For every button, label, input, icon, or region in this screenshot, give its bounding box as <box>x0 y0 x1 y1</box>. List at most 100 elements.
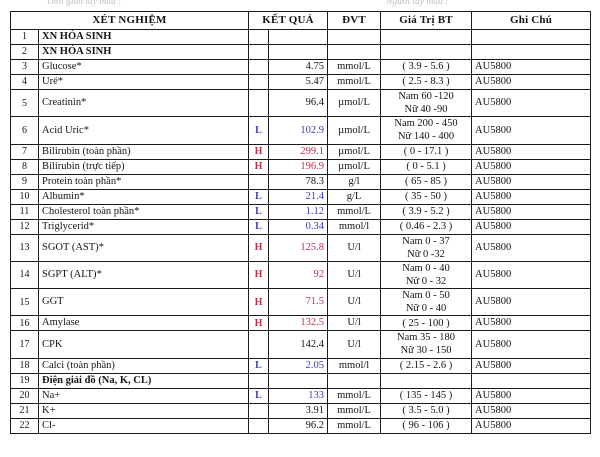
cell-test-name: Bilirubin (trực tiếp) <box>37 158 250 175</box>
table-row: 21 K+ 3.91 mmol/L( 3.5 - 5.0 ) AU5800 <box>10 402 592 419</box>
cell-result-value: 96.2 <box>268 417 329 434</box>
cell-result-value: 142.4 <box>268 330 329 359</box>
cell-flag <box>248 173 270 190</box>
cell-note: AU5800 <box>471 315 592 332</box>
cell-index: 15 <box>10 287 39 317</box>
cell-test-name: Albumin* <box>37 188 250 205</box>
table-row: 16 Amylase H 132.5 U/l( 25 - 100 ) AU5800 <box>10 315 592 332</box>
cell-reference-range: ( 3.9 - 5.2 ) <box>380 203 473 220</box>
cell-test-name: Glucose* <box>37 59 250 75</box>
cell-reference-range <box>380 44 473 60</box>
cell-flag <box>248 59 270 75</box>
cell-test-name: Cl- <box>37 417 250 434</box>
cell-flag: H <box>248 315 270 332</box>
cell-test-name: Triglycerid* <box>37 218 250 235</box>
cell-note: AU5800 <box>471 417 592 434</box>
cell-unit: mmol/L <box>327 59 382 75</box>
cell-flag <box>248 88 270 118</box>
cell-result-value: 21.4 <box>268 188 329 205</box>
cell-note <box>471 44 592 60</box>
cell-index: 10 <box>10 188 39 205</box>
cell-note: AU5800 <box>471 116 592 145</box>
cell-note: AU5800 <box>471 387 592 404</box>
cell-result-value: 92 <box>268 260 329 290</box>
cell-reference-range: ( 25 - 100 ) <box>380 315 473 332</box>
cell-index: 16 <box>10 315 39 332</box>
cell-note: AU5800 <box>471 260 592 290</box>
table-row: 2 XN HÓA SINH <box>10 44 592 60</box>
cell-reference-range: ( 0.46 - 2.3 ) <box>380 218 473 235</box>
table-row: 18 Calci (toàn phần) L 2.05 mmol/l( 2.15 - 2… <box>10 357 592 374</box>
cell-reference-range: Nam 0 - 37 Nữ 0 -32 <box>380 233 473 262</box>
cell-note <box>471 372 592 389</box>
cell-flag: H <box>248 287 270 317</box>
table-row: 3 Glucose* 4.75 mmol/L( 3.9 - 5.6 ) AU5800 <box>10 59 592 75</box>
cell-flag <box>248 330 270 359</box>
table-row: 4 Uré* 5.47 mmol/L( 2.5 - 8.3 ) AU5800 <box>10 74 592 90</box>
cell-note: AU5800 <box>471 218 592 235</box>
cell-note: AU5800 <box>471 203 592 220</box>
cell-reference-range <box>380 372 473 389</box>
cell-unit: U/l <box>327 330 382 359</box>
cell-note: AU5800 <box>471 188 592 205</box>
cell-flag <box>248 29 270 45</box>
cell-result-value: 196.9 <box>268 158 329 175</box>
cell-result-value: 4.75 <box>268 59 329 75</box>
cell-index: 19 <box>10 372 39 389</box>
cell-reference-range: ( 35 - 50 ) <box>380 188 473 205</box>
cell-test-name: Protein toàn phần* <box>37 173 250 190</box>
cell-reference-range: ( 135 - 145 ) <box>380 387 473 404</box>
cell-test-name: Acid Uric* <box>37 116 250 145</box>
column-header-test-name: XÉT NGHIỆM <box>9 11 250 30</box>
cell-unit: g/L <box>327 188 382 205</box>
cell-unit: U/l <box>327 315 382 332</box>
cell-test-name: Điện giải đồ (Na, K, CL) <box>37 372 250 389</box>
cell-note: AU5800 <box>471 287 592 317</box>
cell-reference-range: ( 2.5 - 8.3 ) <box>380 74 473 90</box>
cell-unit <box>327 372 382 389</box>
cell-result-value: 125.8 <box>268 233 329 262</box>
table-row: 1 XN HÓA SINH <box>10 29 592 45</box>
table-row: 7 Bilirubin (toàn phần) H 299.1 µmol/L( 0 - … <box>10 143 592 160</box>
cell-reference-range: Nam 0 - 40 Nữ 0 - 32 <box>380 260 473 290</box>
column-header-note: Ghi Chú <box>471 11 592 30</box>
cell-reference-range: Nam 0 - 50 Nữ 0 - 40 <box>380 287 473 317</box>
cell-index: 6 <box>10 116 39 145</box>
cell-note: AU5800 <box>471 357 592 374</box>
cell-note: AU5800 <box>471 59 592 75</box>
cell-reference-range: ( 0 - 17.1 ) <box>380 143 473 160</box>
cell-unit: mmol/l <box>327 357 382 374</box>
cell-test-name: Creatinin* <box>37 88 250 118</box>
cell-unit: mmol/l <box>327 218 382 235</box>
cell-flag <box>248 372 270 389</box>
cell-index: 1 <box>10 29 39 45</box>
cell-index: 17 <box>10 330 39 359</box>
cell-test-name: Calci (toàn phần) <box>37 357 250 374</box>
sample-collector-label: Người lấy mẫu : <box>386 0 449 7</box>
cell-index: 7 <box>10 143 39 160</box>
cell-flag: L <box>248 218 270 235</box>
cell-reference-range: ( 65 - 85 ) <box>380 173 473 190</box>
cell-index: 22 <box>10 417 39 434</box>
cell-note: AU5800 <box>471 88 592 118</box>
cell-test-name: GGT <box>37 287 250 317</box>
column-header-reference-range: Giá Trị BT <box>380 11 473 30</box>
table-row: 14 SGPT (ALT)* H 92 U/l Nam 0 - 40 Nữ 0 - 32 AU… <box>10 260 592 290</box>
cell-reference-range: Nam 200 - 450 Nữ 140 - 400 <box>380 116 473 145</box>
table-row: 22 Cl- 96.2 mmol/L( 96 - 106 ) AU5800 <box>10 417 592 434</box>
cell-result-value: 78.3 <box>268 173 329 190</box>
cell-test-name: Bilirubin (toàn phần) <box>37 143 250 160</box>
cell-index: 4 <box>10 74 39 90</box>
table-row: 17 CPK 142.4 U/l Nam 35 - 180 Nữ 30 - 150 AU58… <box>10 330 592 359</box>
cell-unit: mmol/L <box>327 74 382 90</box>
cell-unit: µmol/L <box>327 88 382 118</box>
cell-note: AU5800 <box>471 233 592 262</box>
column-header-unit: ĐVT <box>327 11 382 30</box>
cell-test-name: Amylase <box>37 315 250 332</box>
cell-reference-range: ( 0 - 5.1 ) <box>380 158 473 175</box>
header-row: XÉT NGHIỆM KẾT QUẢ ĐVT Giá Trị BT Ghi Ch… <box>9 11 592 30</box>
cell-flag: H <box>248 260 270 290</box>
cell-reference-range: ( 96 - 106 ) <box>380 417 473 434</box>
cell-result-value: 0.34 <box>268 218 329 235</box>
cell-test-name: Na+ <box>37 387 250 404</box>
